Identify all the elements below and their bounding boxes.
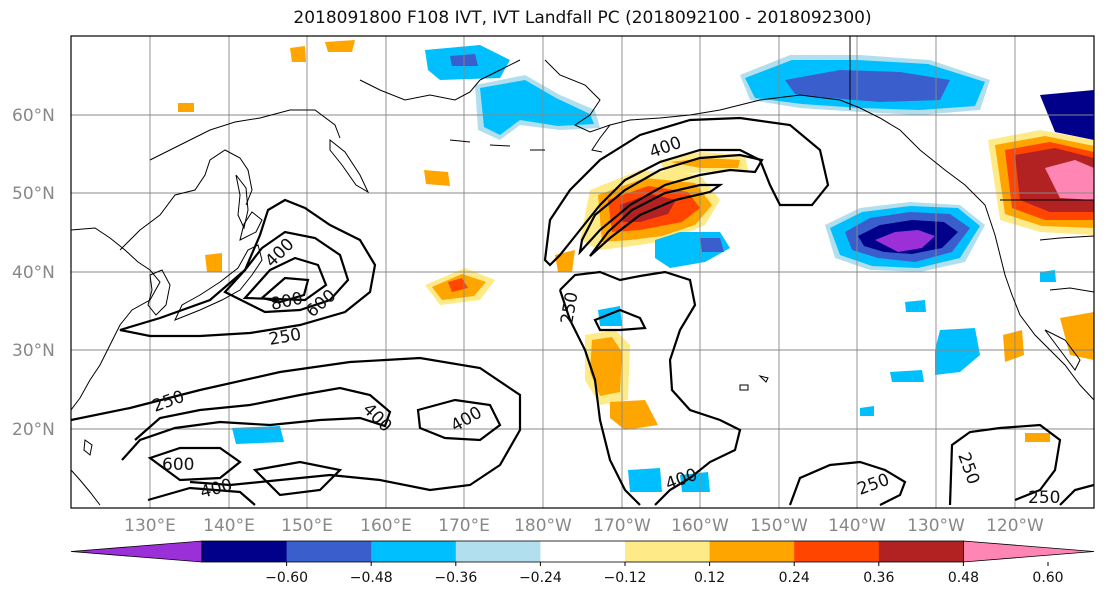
colorbar-tick-label: −0.48 <box>350 570 393 586</box>
contour-label: 400 <box>448 403 486 437</box>
anomaly-region <box>232 426 284 444</box>
anomaly-region <box>178 103 194 112</box>
anomaly-region <box>290 46 306 62</box>
colorbar-tick-label: −0.12 <box>604 570 647 586</box>
colorbar-bin <box>878 541 964 562</box>
anomaly-region <box>480 80 594 135</box>
lat-tick-label: 30°N <box>12 341 55 361</box>
contour-label: 600 <box>162 455 194 475</box>
contour-label: 250 <box>150 387 187 417</box>
map-frame <box>70 35 1095 509</box>
colorbar-tick-label: −0.24 <box>519 570 562 586</box>
lat-tick-label: 20°N <box>12 420 55 440</box>
lon-tick-label: 170°W <box>593 516 651 536</box>
anomaly-region <box>598 306 622 326</box>
lat-tick-label: 60°N <box>12 106 55 126</box>
shaded-field <box>178 40 1094 492</box>
colorbar-tick-label: −0.36 <box>434 570 477 586</box>
contour-label: 600 <box>302 286 340 322</box>
anomaly-region <box>905 300 926 312</box>
lat-tick-label: 40°N <box>12 263 55 283</box>
anomaly-region <box>670 158 740 168</box>
anomaly-region <box>1025 433 1050 442</box>
contour-label: 250 <box>267 325 302 350</box>
colorbar-tick-label: 0.24 <box>779 570 810 586</box>
colorbar-bin <box>286 541 372 562</box>
colorbar-tick-label: 0.48 <box>948 570 979 586</box>
colorbar-tick-label: −0.60 <box>265 570 308 586</box>
lon-tick-label: 150°W <box>750 516 808 536</box>
lon-tick-label: 130°W <box>907 516 965 536</box>
colorbar-bin <box>540 541 626 562</box>
contour-label: 250 <box>1028 488 1060 508</box>
contour-label: 250 <box>855 470 892 500</box>
lon-tick-label: 170°E <box>438 516 490 536</box>
colorbar-bin <box>455 541 541 562</box>
anomaly-region <box>700 238 724 252</box>
colorbar-tick-label: 0.60 <box>1032 570 1063 586</box>
colorbar-bin <box>371 541 457 562</box>
colorbar-bin <box>202 541 288 562</box>
anomaly-region <box>890 370 924 382</box>
colorbar-tick-label: 0.12 <box>694 570 725 586</box>
coastlines <box>71 36 1094 506</box>
anomaly-region <box>935 328 980 375</box>
anomaly-region <box>1040 270 1056 282</box>
colorbar-bin <box>625 541 711 562</box>
lon-tick-label: 140°W <box>828 516 886 536</box>
colorbar-outline <box>201 540 964 563</box>
colorbar-extend-low <box>70 540 203 563</box>
lon-tick-label: 140°E <box>203 516 255 536</box>
map-panel: 400 800 600 250 250 400 400 600 400 250 … <box>71 36 1094 508</box>
gridlines <box>71 36 1094 508</box>
contour-label: 400 <box>358 399 395 436</box>
lon-tick-label: 130°E <box>124 516 176 536</box>
colorbar-tick-label: 0.36 <box>863 570 894 586</box>
lon-tick-label: 160°W <box>671 516 729 536</box>
anomaly-region <box>325 40 355 52</box>
lat-axis: 60°N 50°N 40°N 30°N 20°N <box>12 106 55 440</box>
lon-tick-label: 120°W <box>986 516 1044 536</box>
colorbar-extend-high <box>963 540 1095 563</box>
contour-label: 400 <box>261 234 298 271</box>
anomaly-region <box>448 278 468 292</box>
map-title: 2018091800 F108 IVT, IVT Landfall PC (20… <box>293 8 872 28</box>
lon-axis: 130°E 140°E 150°E 160°E 170°E 180°W 170°… <box>124 516 1044 536</box>
contour-label: 250 <box>557 290 582 325</box>
anomaly-region <box>424 170 450 186</box>
lon-tick-label: 180°W <box>514 516 572 536</box>
anomaly-region <box>1060 312 1094 360</box>
lon-tick-label: 160°E <box>360 516 412 536</box>
anomaly-region <box>680 472 710 492</box>
contour-label: 250 <box>953 450 983 487</box>
colorbar-bin <box>709 541 795 562</box>
anomaly-region <box>620 194 676 222</box>
anomaly-region <box>205 253 222 272</box>
colorbar: −0.60 −0.48 −0.36 −0.24 −0.12 0.12 0.24 0.36 0.4… <box>70 540 1095 586</box>
lat-tick-label: 50°N <box>12 184 55 204</box>
anomaly-region <box>1045 160 1094 200</box>
anomaly-region <box>875 230 935 252</box>
ivt-contours <box>71 116 1094 506</box>
anomaly-region <box>860 406 874 416</box>
anomaly-region <box>590 337 622 396</box>
anomaly-region <box>785 70 950 102</box>
anomaly-region <box>555 250 575 272</box>
anomaly-region <box>610 400 658 430</box>
colorbar-bin <box>794 541 880 562</box>
anomaly-region <box>628 468 662 492</box>
lon-tick-label: 150°E <box>281 516 333 536</box>
anomaly-region <box>1003 330 1024 362</box>
